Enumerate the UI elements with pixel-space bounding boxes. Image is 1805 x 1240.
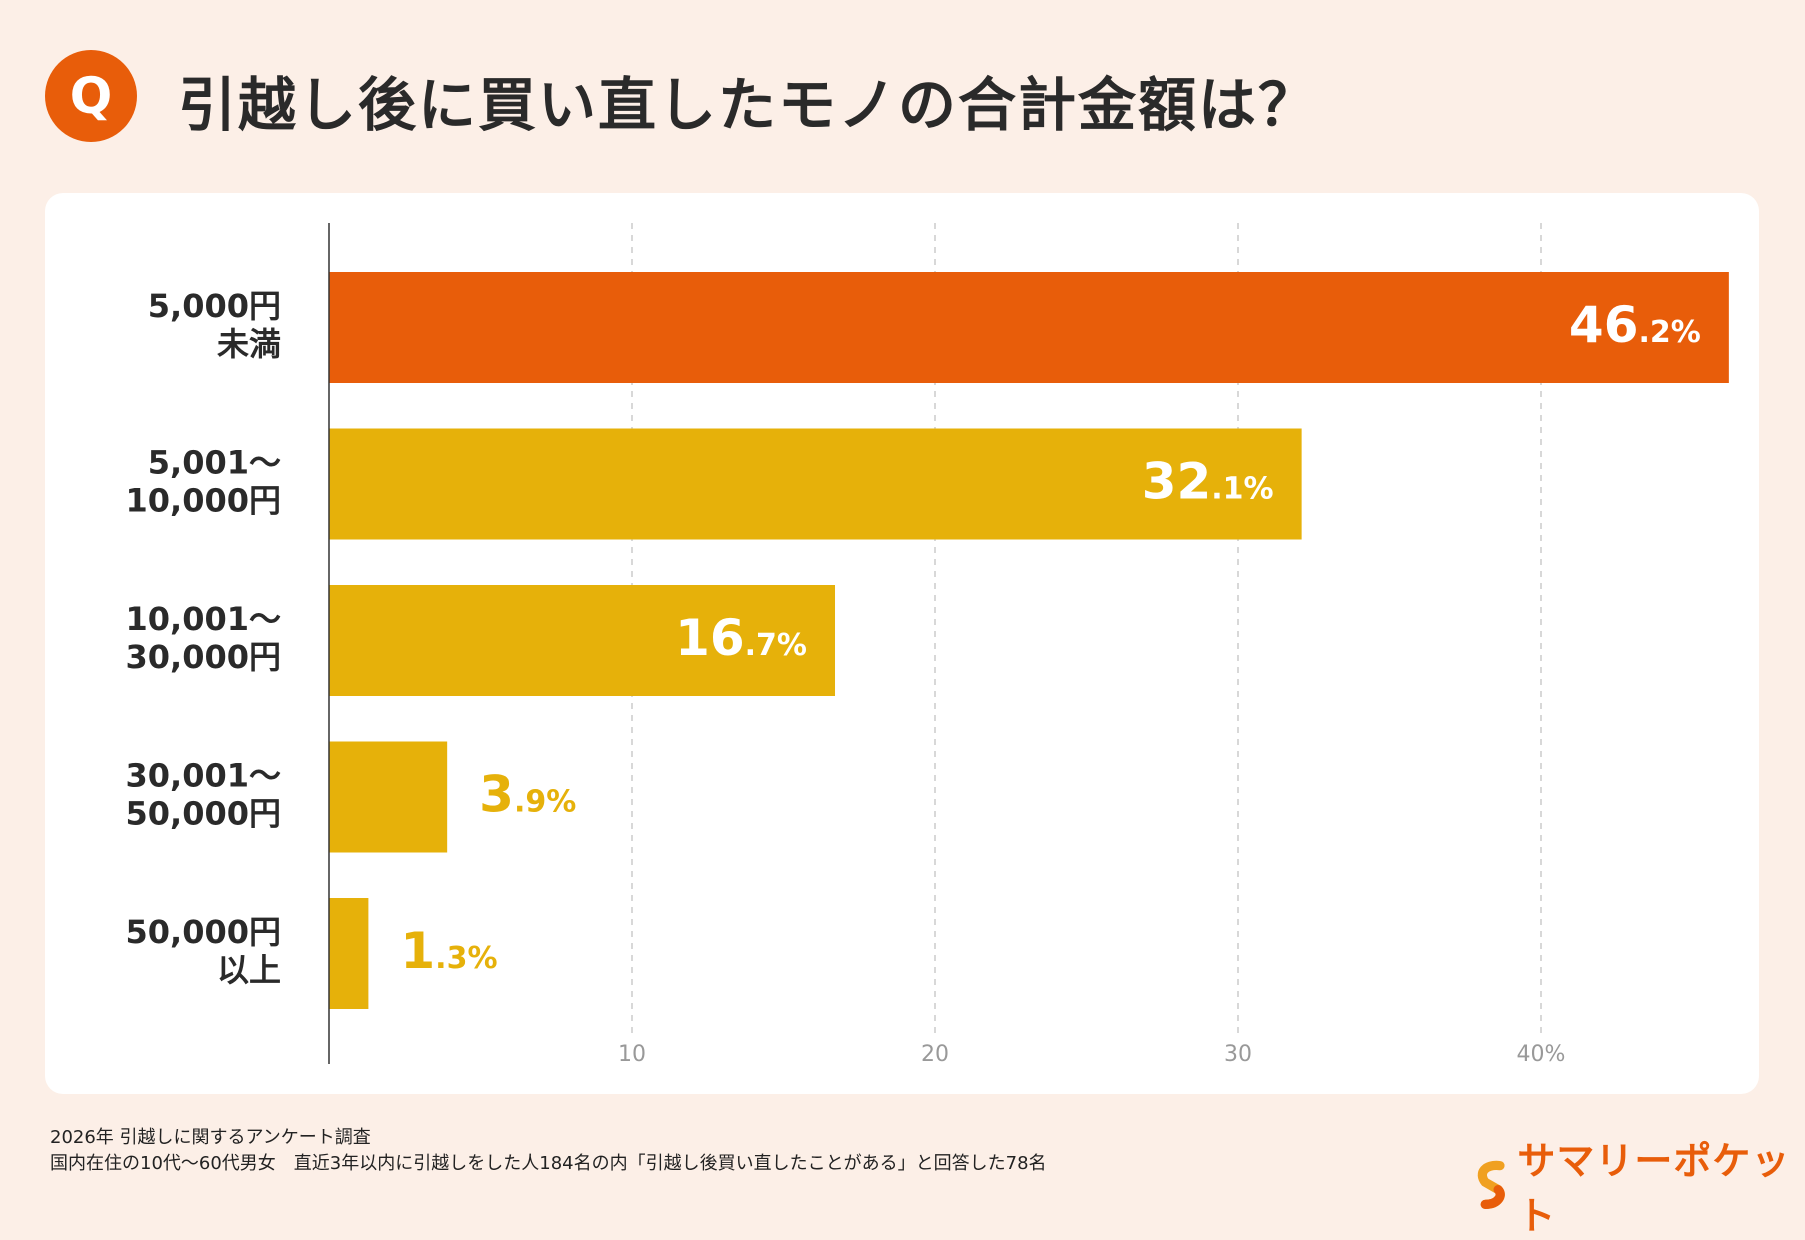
value-label: 1.3% xyxy=(400,922,497,980)
category-label: 50,000円 xyxy=(126,913,282,951)
value-label: 16.7% xyxy=(675,609,807,667)
value-integer: 32 xyxy=(1142,453,1212,511)
footnote-line-1: 2026年 引越しに関するアンケート調査 xyxy=(50,1127,371,1148)
value-integer: 1 xyxy=(400,922,435,980)
bar xyxy=(329,272,1729,383)
x-tick-label: 10 xyxy=(618,1042,646,1067)
footnote-line-2: 国内在住の10代〜60代男女 直近3年以内に引越しをした人184名の内「引越し後… xyxy=(50,1153,1047,1174)
category-label: 未満 xyxy=(217,325,281,363)
category-label: 30,000円 xyxy=(126,638,282,676)
x-tick-label: 30 xyxy=(1224,1042,1252,1067)
value-decimal: .1% xyxy=(1211,472,1273,507)
value-label: 46.2% xyxy=(1569,296,1701,354)
s-logo-icon xyxy=(1477,1160,1505,1209)
category-label: 50,000円 xyxy=(126,795,282,833)
footnote: 2026年 引越しに関するアンケート調査 国内在住の10代〜60代男女 直近3年… xyxy=(50,1125,1047,1177)
value-integer: 16 xyxy=(675,609,745,667)
category-label: 30,001〜 xyxy=(126,757,282,795)
value-label: 32.1% xyxy=(1142,453,1274,511)
value-decimal: .3% xyxy=(435,941,497,976)
bar xyxy=(329,585,836,696)
page-title: 引越し後に買い直したモノの合計金額は？ xyxy=(178,71,1319,139)
category-label: 10,000円 xyxy=(126,482,282,520)
brand-logo: サマリーポケット xyxy=(1476,1130,1805,1240)
category-label: 10,001〜 xyxy=(126,600,282,638)
logo-text: サマリーポケット xyxy=(1517,1139,1791,1238)
value-decimal: .2% xyxy=(1639,315,1701,350)
chart-card: 10 20 30 40% 5,000円 未満 46.2% 5,001〜 10,000円 32.1%… xyxy=(45,193,1759,1094)
value-integer: 3 xyxy=(479,766,514,824)
bar xyxy=(329,741,448,853)
bar xyxy=(329,898,369,1009)
value-decimal: .7% xyxy=(745,628,807,663)
value-decimal: .9% xyxy=(514,785,576,820)
value-label: 3.9% xyxy=(479,766,576,824)
x-tick-label: 20 xyxy=(921,1042,949,1067)
category-label: 5,000円 xyxy=(148,287,281,325)
value-integer: 46 xyxy=(1569,296,1639,354)
category-label: 以上 xyxy=(217,951,281,989)
bar xyxy=(329,428,1302,540)
x-tick-label: 40% xyxy=(1517,1042,1566,1067)
question-badge: Q xyxy=(45,50,137,142)
category-label: 5,001〜 xyxy=(148,444,281,482)
